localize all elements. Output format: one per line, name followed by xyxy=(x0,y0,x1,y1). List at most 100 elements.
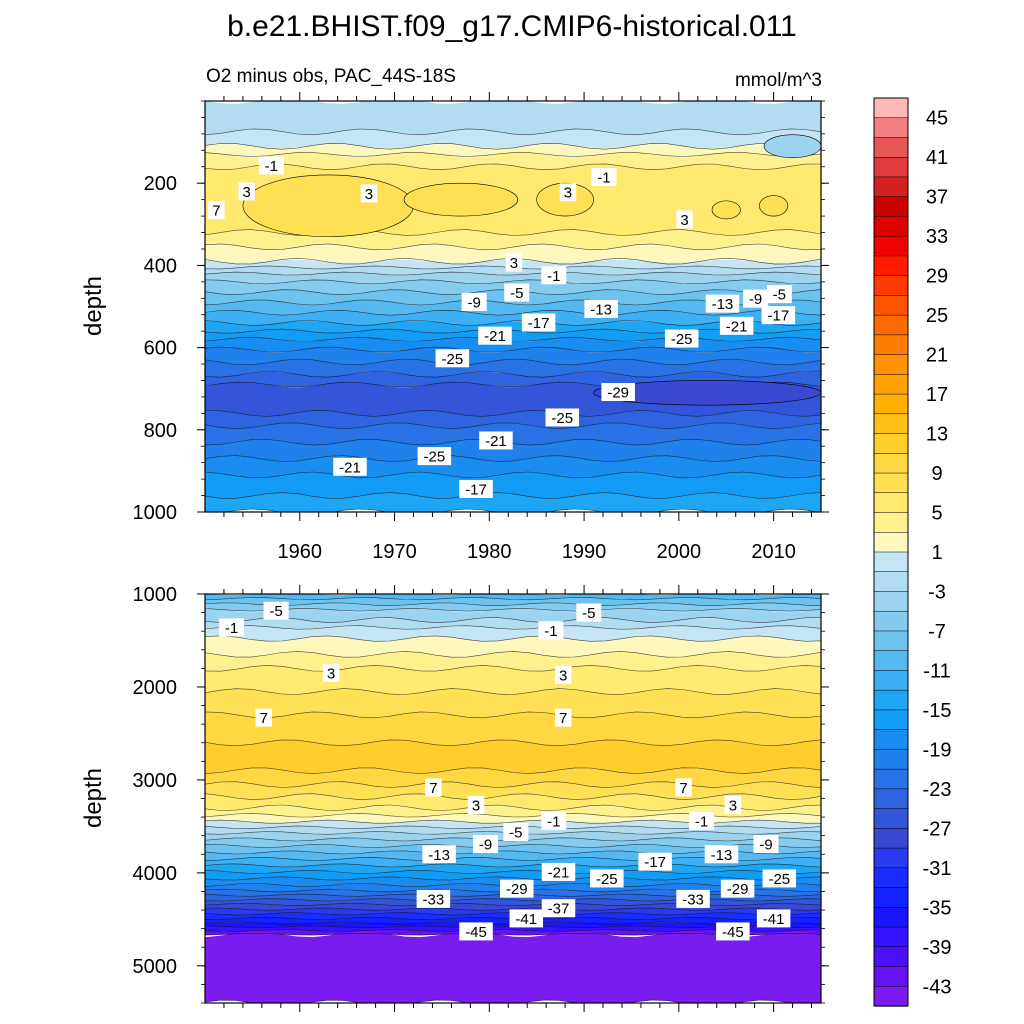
y-tick-label: 400 xyxy=(144,255,177,277)
heatmap-band xyxy=(205,806,821,817)
heatmap-band xyxy=(205,144,821,157)
contour-line xyxy=(205,804,821,811)
y-tick-label: 600 xyxy=(144,338,177,360)
contour-line xyxy=(205,422,821,430)
contour-label: -29 xyxy=(727,881,749,898)
contour-label: -17 xyxy=(644,854,666,871)
contour-label-box xyxy=(459,479,493,498)
contour-line xyxy=(205,813,821,818)
contour-label: -9 xyxy=(759,837,772,854)
colorbar-swatch xyxy=(873,433,909,454)
heatmap-band xyxy=(205,635,821,658)
colorbar-label: -23 xyxy=(923,779,952,801)
contour-line xyxy=(205,492,821,499)
contour-label-box xyxy=(478,326,512,345)
colorbar-swatch xyxy=(873,788,909,810)
contour-label-box xyxy=(541,811,567,830)
colorbar-label: 25 xyxy=(926,305,948,327)
contour-line xyxy=(205,739,821,747)
contour-line xyxy=(205,597,821,601)
x-tick-label: 1980 xyxy=(467,541,512,563)
contour-label: -1 xyxy=(597,170,610,187)
contour-line xyxy=(205,767,821,774)
contour-label-box xyxy=(541,266,567,285)
contour-label: 7 xyxy=(679,780,687,797)
contour-label: 3 xyxy=(564,185,572,202)
contour-label-box xyxy=(538,621,564,640)
contour-line xyxy=(205,346,821,353)
contour-blob xyxy=(711,200,741,220)
contour-label: -25 xyxy=(596,871,618,888)
contour-label: 7 xyxy=(559,710,567,727)
contour-label-box xyxy=(208,200,225,219)
colorbar-label: -27 xyxy=(923,818,952,840)
figure-title: b.e21.BHIST.f09_g17.CMIP6-historical.011 xyxy=(227,10,797,43)
colorbar-swatch xyxy=(873,216,909,237)
colorbar-swatch xyxy=(873,334,909,356)
upper-plot-frame xyxy=(204,100,822,513)
contour-label-box xyxy=(704,845,739,864)
contour-label-box xyxy=(541,899,576,918)
y-tick-label: 1000 xyxy=(133,502,178,524)
contour-label-box xyxy=(716,922,750,941)
colorbar-label: -11 xyxy=(923,660,950,682)
heatmap-band xyxy=(205,767,821,788)
contour-line xyxy=(205,876,821,881)
y-tick-label: 800 xyxy=(144,420,177,442)
contour-line xyxy=(205,279,821,285)
colorbar-swatch xyxy=(873,255,909,277)
contour-label: 7 xyxy=(429,780,437,797)
contour-line xyxy=(205,711,821,719)
heatmap-band xyxy=(205,300,821,316)
colorbar-swatch xyxy=(873,768,909,790)
contour-label-box xyxy=(576,603,602,622)
heatmap-band xyxy=(205,597,821,606)
colorbar-swatch xyxy=(873,156,909,178)
contour-line xyxy=(205,143,821,150)
contour-label-box xyxy=(664,329,699,348)
contour-label: 3 xyxy=(365,186,373,203)
colorbar-swatch xyxy=(873,847,909,869)
x-tick-label: 1990 xyxy=(562,541,607,563)
contour-label-box xyxy=(509,909,544,928)
contour-label-box xyxy=(638,852,672,871)
contour-label: -25 xyxy=(442,351,464,368)
contour-label-box xyxy=(263,601,289,620)
colorbar-swatch xyxy=(873,472,909,494)
colorbar-swatch xyxy=(873,650,909,672)
contour-label-box xyxy=(459,922,493,941)
contour-label: 3 xyxy=(729,798,737,815)
contour-label: -21 xyxy=(339,459,361,476)
contour-line xyxy=(205,410,821,417)
contour-label-box xyxy=(258,156,284,175)
colorbar-swatch xyxy=(873,729,909,751)
contour-label: -9 xyxy=(479,837,492,854)
contour-line xyxy=(205,163,821,171)
colorbar-swatch xyxy=(873,966,909,987)
contour-label: 3 xyxy=(472,798,480,815)
contour-label: 3 xyxy=(680,212,688,229)
colorbar-swatch xyxy=(873,670,909,691)
contour-label-box xyxy=(238,182,255,201)
heatmap-band xyxy=(205,594,821,600)
colorbar-swatch xyxy=(873,532,909,553)
contour-label-box xyxy=(521,313,556,332)
heatmap-band xyxy=(205,359,821,378)
contour-label-box xyxy=(766,285,792,304)
contour-label-box xyxy=(753,835,779,854)
heatmap-band xyxy=(205,618,821,630)
contour-label: -29 xyxy=(506,881,528,898)
contour-label-box xyxy=(601,382,635,401)
contour-label-box xyxy=(756,909,791,928)
heatmap-band xyxy=(205,329,821,342)
contour-label: 3 xyxy=(559,667,567,684)
colorbar-label: -7 xyxy=(928,621,946,643)
contour-label: -37 xyxy=(548,901,570,918)
heatmap-band xyxy=(205,310,821,326)
contour-label-box xyxy=(676,889,710,908)
contour-label: -17 xyxy=(528,315,550,332)
contour-label-box xyxy=(591,168,617,187)
colorbar-label: 41 xyxy=(926,147,948,169)
contour-label-box xyxy=(500,879,534,898)
